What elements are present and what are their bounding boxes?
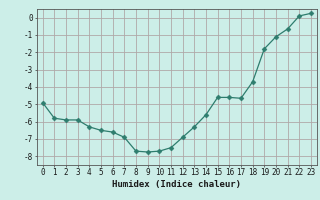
X-axis label: Humidex (Indice chaleur): Humidex (Indice chaleur) <box>112 180 241 189</box>
